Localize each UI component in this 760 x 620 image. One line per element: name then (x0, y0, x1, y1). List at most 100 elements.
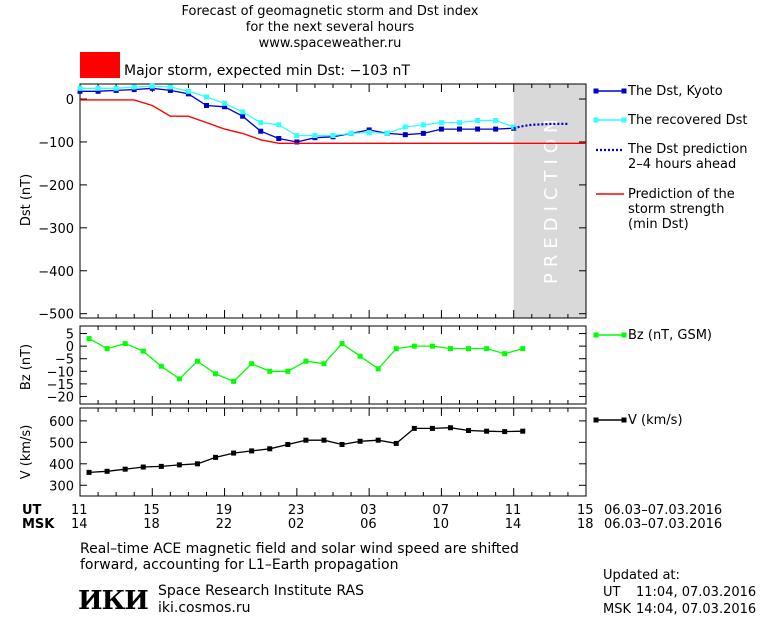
data-point (140, 464, 146, 470)
legend-marker (621, 117, 627, 123)
data-point (240, 113, 246, 119)
data-point (312, 133, 318, 139)
msk-tick-label: 18 (577, 517, 594, 532)
data-point (420, 130, 426, 136)
msk-tick-label: 22 (215, 517, 233, 532)
updated-msk-time: 14:04, 07.03.2016 (636, 602, 757, 617)
ut-tick-label: 15 (143, 503, 160, 518)
y-tick-label: −20 (47, 390, 74, 405)
data-point (95, 85, 101, 91)
data-point (285, 441, 291, 447)
data-point (429, 425, 435, 431)
legend-recovered: The recovered Dst (628, 113, 748, 128)
data-point (176, 462, 182, 468)
iki-logo: ИКИ (78, 586, 149, 616)
data-point (131, 87, 137, 93)
data-point (375, 366, 381, 372)
data-point (285, 368, 291, 374)
data-point (222, 100, 228, 106)
data-point (321, 361, 327, 367)
legend-marker (621, 88, 627, 94)
data-point (366, 127, 372, 133)
data-point (447, 425, 453, 431)
data-point (475, 117, 481, 123)
y-tick-label: −200 (38, 179, 74, 194)
data-point (167, 87, 173, 93)
data-point (276, 136, 282, 142)
data-point (520, 346, 526, 352)
data-point (411, 425, 417, 431)
series-line (80, 85, 514, 137)
data-point (86, 469, 92, 475)
data-point (194, 358, 200, 364)
legend-dst-kyoto: The Dst, Kyoto (628, 84, 723, 99)
msk-tick-label: 14 (71, 517, 88, 532)
y-tick-label: 300 (49, 479, 74, 494)
msk-tick-label: 06 (360, 517, 377, 532)
footnote-line-2: forward, accounting for L1–Earth propaga… (80, 557, 399, 573)
data-point (393, 346, 399, 352)
y-tick-label: 0 (66, 340, 74, 355)
data-point (140, 348, 146, 354)
y-tick-label: −100 (38, 136, 74, 151)
panel-frame (79, 407, 587, 497)
data-point (502, 351, 508, 357)
data-point (339, 441, 345, 447)
data-point (267, 446, 273, 452)
legend-v: V (km/s) (628, 413, 683, 428)
data-point (366, 130, 372, 136)
data-point (330, 133, 336, 139)
data-point (122, 466, 128, 472)
legend-marker (593, 417, 599, 423)
data-point (457, 126, 462, 132)
data-point (484, 428, 490, 434)
data-point (393, 440, 399, 446)
data-point (231, 378, 237, 384)
msk-tick-label: 10 (432, 517, 449, 532)
msk-tick-label: 14 (504, 517, 522, 532)
data-point (420, 122, 426, 128)
msk-tick-label: 02 (287, 517, 305, 532)
data-point (267, 368, 273, 374)
y-tick-label: 400 (49, 458, 74, 473)
data-point (520, 428, 526, 434)
data-point (104, 346, 110, 352)
y-tick-label: 0 (66, 93, 74, 108)
data-point (149, 83, 155, 89)
data-point (493, 117, 499, 123)
data-point (258, 128, 264, 134)
panel-frame (79, 325, 587, 405)
y-tick-label: −300 (38, 222, 74, 237)
data-point (493, 126, 499, 132)
data-point (213, 371, 219, 377)
data-point (231, 450, 237, 456)
data-point (204, 94, 209, 100)
data-point (122, 341, 128, 347)
data-point (176, 376, 182, 382)
data-point (384, 130, 390, 136)
legend-marker (621, 417, 627, 423)
data-point (222, 104, 228, 110)
y-tick-label: −10 (47, 365, 74, 380)
data-point (95, 88, 101, 94)
data-point (249, 448, 255, 454)
data-point (104, 468, 110, 474)
storm-status-label: Major storm, expected min Dst: −103 nT (124, 63, 410, 79)
institute-site[interactable]: iki.cosmos.ru (158, 600, 251, 616)
y-axis-label: Dst (nT) (19, 174, 34, 226)
data-point (457, 120, 462, 126)
legend-marker (593, 88, 599, 94)
legend-strength-1: Prediction of the (628, 187, 735, 202)
updated-msk-label: MSK (603, 602, 631, 617)
data-point (258, 120, 264, 126)
y-tick-label: −500 (38, 308, 74, 323)
data-point (294, 133, 300, 139)
data-point (131, 84, 137, 90)
legend-bz: Bz (nT, GSM) (628, 328, 713, 343)
ut-tick-label: 11 (71, 503, 88, 518)
y-tick-label: −15 (47, 378, 74, 393)
updated-ut-label: UT (603, 585, 621, 600)
data-point (86, 336, 92, 342)
data-point (303, 358, 309, 364)
data-point (303, 437, 309, 443)
